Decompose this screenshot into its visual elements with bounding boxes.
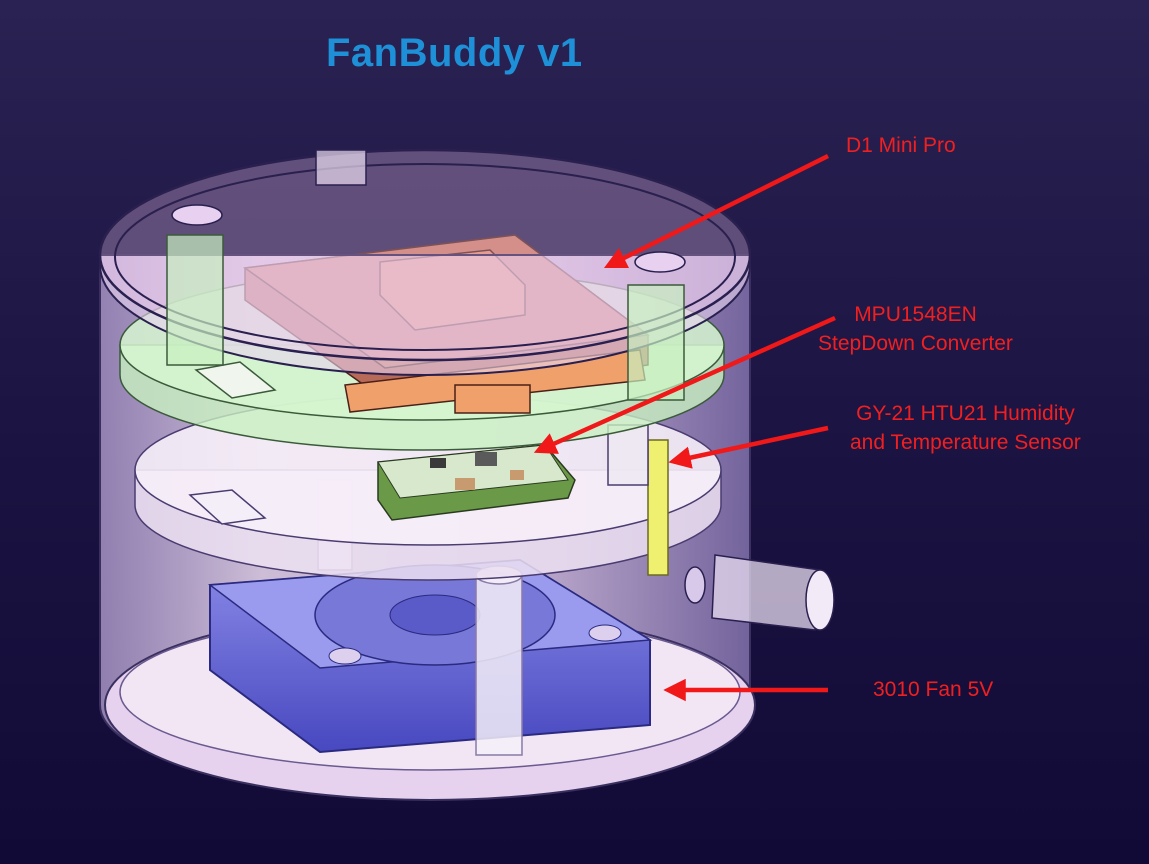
label-stepdown-line2: StepDown Converter	[818, 332, 1013, 355]
callout-arrows	[533, 153, 836, 702]
arrow-d1-mini-pro	[603, 153, 830, 269]
enclosure-lid	[98, 148, 752, 376]
label-fan: 3010 Fan 5V	[873, 675, 993, 704]
page-title: FanBuddy v1	[326, 31, 583, 75]
lid-posts	[166, 234, 685, 401]
label-sensor-line2: and Temperature Sensor	[850, 431, 1081, 454]
label-humidity-sensor: GY-21 HTU21 Humidity and Temperature Sen…	[850, 399, 1081, 457]
side-tube	[684, 554, 835, 631]
arrow-stepdown	[533, 315, 836, 454]
arrow-sensor	[668, 425, 829, 469]
label-stepdown-line1: MPU1548EN	[854, 303, 977, 326]
stepdown-converter-pcb	[377, 444, 576, 521]
label-d1-mini-pro: D1 Mini Pro	[846, 131, 956, 160]
label-d1-mini-pro-text: D1 Mini Pro	[846, 134, 956, 157]
label-stepdown-converter: MPU1548EN StepDown Converter	[818, 300, 1013, 358]
humidity-sensor	[607, 424, 669, 576]
label-sensor-line1: GY-21 HTU21 Humidity	[856, 402, 1075, 425]
fan-3010	[207, 558, 653, 754]
label-fan-text: 3010 Fan 5V	[873, 678, 994, 701]
